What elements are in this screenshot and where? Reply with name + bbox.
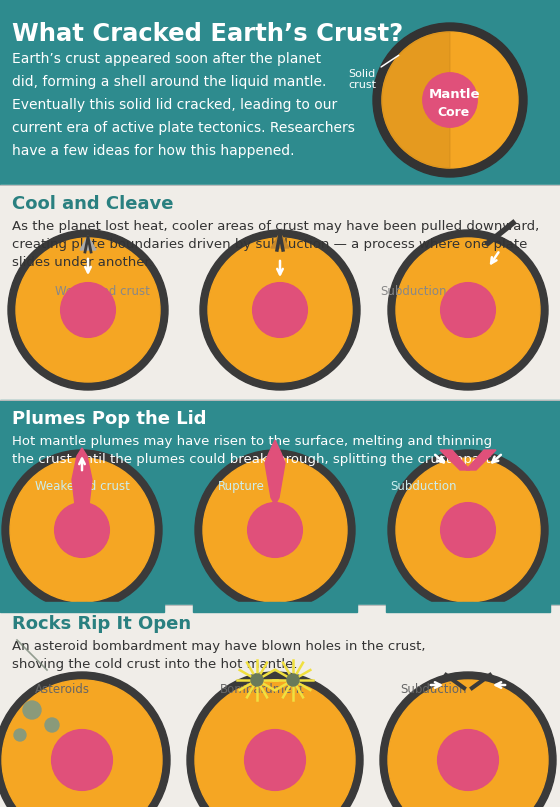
- Circle shape: [382, 32, 518, 168]
- Circle shape: [200, 230, 360, 390]
- Circle shape: [388, 450, 548, 610]
- Circle shape: [60, 282, 115, 337]
- Circle shape: [380, 672, 556, 807]
- Text: Bombardment: Bombardment: [220, 683, 305, 696]
- Circle shape: [195, 450, 355, 610]
- Text: Mantle: Mantle: [430, 89, 480, 102]
- Bar: [193, 602, 357, 612]
- Circle shape: [0, 672, 170, 807]
- Circle shape: [441, 503, 496, 558]
- Circle shape: [245, 730, 305, 790]
- Bar: [0, 185, 560, 400]
- Text: Earth’s crust appeared soon after the planet: Earth’s crust appeared soon after the pl…: [12, 52, 321, 66]
- Circle shape: [253, 282, 307, 337]
- Circle shape: [203, 458, 347, 602]
- Text: shoving the cold crust into the hot mantle.: shoving the cold crust into the hot mant…: [12, 658, 297, 671]
- Text: An asteroid bombardment may have blown holes in the crust,: An asteroid bombardment may have blown h…: [12, 640, 426, 653]
- Bar: [6, 392, 170, 395]
- Bar: [0, 602, 164, 612]
- Text: Weakened crust: Weakened crust: [55, 285, 150, 298]
- Circle shape: [16, 238, 160, 382]
- Circle shape: [396, 458, 540, 602]
- Polygon shape: [440, 450, 470, 470]
- Circle shape: [388, 230, 548, 390]
- Circle shape: [195, 680, 355, 807]
- Text: What Cracked Earth’s Crust?: What Cracked Earth’s Crust?: [12, 22, 403, 46]
- Circle shape: [23, 701, 41, 719]
- Circle shape: [437, 730, 498, 790]
- Circle shape: [423, 73, 477, 128]
- Bar: [0, 605, 560, 807]
- Circle shape: [2, 680, 162, 807]
- Bar: [198, 392, 362, 395]
- Polygon shape: [265, 440, 285, 505]
- Circle shape: [287, 674, 299, 686]
- Circle shape: [2, 450, 162, 610]
- Polygon shape: [466, 450, 496, 470]
- Circle shape: [208, 238, 352, 382]
- Circle shape: [251, 674, 263, 686]
- Circle shape: [187, 672, 363, 807]
- Text: Subduction: Subduction: [380, 285, 446, 298]
- Circle shape: [8, 230, 168, 390]
- Text: creating plate boundaries driven by subduction — a process where one plate: creating plate boundaries driven by subd…: [12, 238, 528, 251]
- Bar: [0, 0, 560, 185]
- Text: Subduction: Subduction: [390, 480, 456, 493]
- Text: Hot mantle plumes may have risen to the surface, melting and thinning: Hot mantle plumes may have risen to the …: [12, 435, 492, 448]
- Text: Plumes Pop the Lid: Plumes Pop the Lid: [12, 410, 207, 428]
- Bar: [0, 400, 560, 605]
- Bar: [386, 602, 550, 612]
- Text: current era of active plate tectonics. Researchers: current era of active plate tectonics. R…: [12, 121, 355, 135]
- Circle shape: [45, 718, 59, 732]
- Text: slides under another.: slides under another.: [12, 256, 153, 269]
- Text: Asteroids: Asteroids: [35, 683, 90, 696]
- Text: Solid
crust: Solid crust: [348, 56, 399, 90]
- Circle shape: [388, 680, 548, 807]
- Circle shape: [52, 730, 113, 790]
- Text: did, forming a shell around the liquid mantle.: did, forming a shell around the liquid m…: [12, 75, 326, 89]
- Polygon shape: [72, 448, 92, 505]
- Polygon shape: [382, 32, 450, 168]
- Circle shape: [373, 23, 527, 177]
- Circle shape: [14, 729, 26, 741]
- Bar: [386, 392, 550, 395]
- Text: Subduction: Subduction: [400, 683, 466, 696]
- Circle shape: [55, 503, 109, 558]
- Circle shape: [248, 503, 302, 558]
- Text: Eventually this solid lid cracked, leading to our: Eventually this solid lid cracked, leadi…: [12, 98, 337, 112]
- Text: Rupture: Rupture: [218, 480, 265, 493]
- Text: the crust until the plumes could break through, splitting the crust apart.: the crust until the plumes could break t…: [12, 453, 495, 466]
- Circle shape: [396, 238, 540, 382]
- Polygon shape: [271, 233, 289, 248]
- Text: As the planet lost heat, cooler areas of crust may have been pulled downward,: As the planet lost heat, cooler areas of…: [12, 220, 539, 233]
- Circle shape: [10, 458, 154, 602]
- Text: have a few ideas for how this happened.: have a few ideas for how this happened.: [12, 144, 295, 158]
- Circle shape: [441, 282, 496, 337]
- Polygon shape: [80, 236, 96, 250]
- Text: Core: Core: [437, 106, 469, 119]
- Text: Cool and Cleave: Cool and Cleave: [12, 195, 174, 213]
- Text: Rocks Rip It Open: Rocks Rip It Open: [12, 615, 191, 633]
- Text: Weakened crust: Weakened crust: [35, 480, 130, 493]
